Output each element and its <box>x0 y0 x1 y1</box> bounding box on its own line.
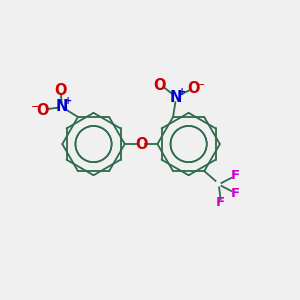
Text: O: O <box>36 103 49 118</box>
Text: O: O <box>188 81 200 96</box>
Text: O: O <box>135 136 147 152</box>
Text: F: F <box>216 196 225 209</box>
Text: N: N <box>56 99 68 114</box>
Text: −: − <box>31 102 40 112</box>
Text: O: O <box>153 78 166 93</box>
Text: F: F <box>231 169 240 182</box>
Text: −: − <box>196 80 205 90</box>
Text: N: N <box>170 90 182 105</box>
Text: +: + <box>178 87 187 98</box>
Text: O: O <box>55 83 67 98</box>
Text: +: + <box>64 96 72 106</box>
Text: F: F <box>231 187 240 200</box>
